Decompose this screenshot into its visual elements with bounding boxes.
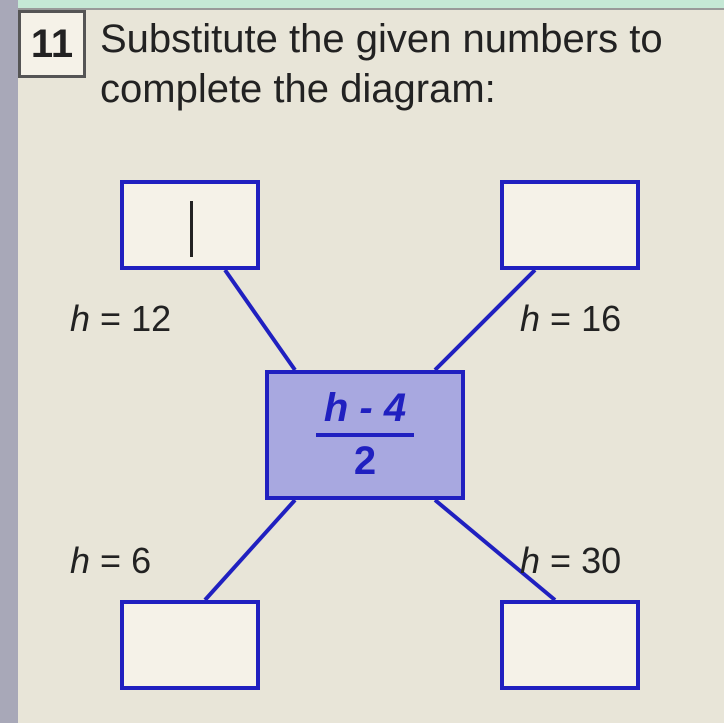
formula-box: h - 4 2 <box>265 370 465 500</box>
edge-bl <box>205 500 295 600</box>
formula-fraction: h - 4 2 <box>316 386 414 484</box>
formula-denominator: 2 <box>354 437 376 484</box>
label-tr-val: 16 <box>581 298 621 339</box>
answer-box-tl[interactable] <box>120 180 260 270</box>
answer-box-bl[interactable] <box>120 600 260 690</box>
substitution-diagram: h = 12 h = 16 h = 6 h = 30 h - 4 2 <box>40 180 690 700</box>
question-prompt: Substitute the given numbers to complete… <box>100 14 714 114</box>
label-bl: h = 6 <box>70 540 151 582</box>
formula-numerator: h - 4 <box>316 386 414 437</box>
text-cursor <box>190 201 193 257</box>
answer-box-tr[interactable] <box>500 180 640 270</box>
question-number-box: 11 <box>18 10 86 78</box>
label-br: h = 30 <box>520 540 621 582</box>
label-bl-val: 6 <box>131 540 151 581</box>
page-edge-left <box>0 0 18 723</box>
edge-tl <box>225 270 295 370</box>
question-number: 11 <box>31 22 73 67</box>
answer-box-br[interactable] <box>500 600 640 690</box>
page-edge-top <box>18 0 724 10</box>
label-tr: h = 16 <box>520 298 621 340</box>
label-tl-val: 12 <box>131 298 171 339</box>
label-tl: h = 12 <box>70 298 171 340</box>
label-br-val: 30 <box>581 540 621 581</box>
